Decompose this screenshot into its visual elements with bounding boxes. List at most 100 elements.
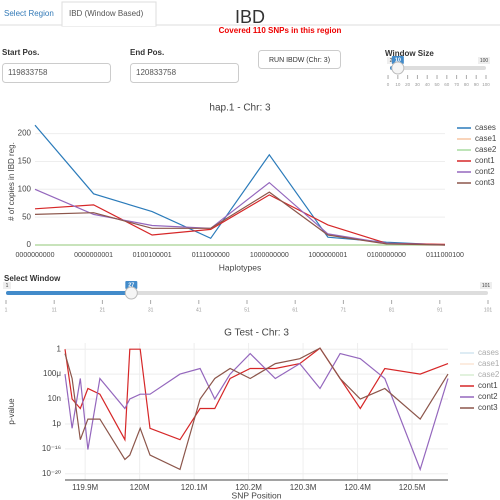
y-axis-title: p-value: [7, 398, 16, 425]
series-line: [34, 194, 446, 245]
slider-tick-label: 100: [482, 82, 490, 87]
slider-tick-label: 10: [395, 82, 401, 87]
x-tick-label: 120.1M: [181, 483, 208, 492]
legend-label[interactable]: cases: [475, 123, 496, 132]
button-label: RUN IBDW (Chr: 3): [269, 57, 330, 64]
series-line: [34, 191, 446, 246]
input-value: 120833758: [136, 68, 177, 77]
y-tick-label: 100: [18, 184, 32, 193]
slider-value: 27: [128, 282, 134, 288]
field-label: End Pos.: [130, 48, 164, 57]
slider-tick-label: 91: [437, 307, 443, 313]
x-tick-label: 1000000000: [250, 252, 289, 259]
y-tick-label: 0: [27, 240, 32, 249]
input-value: 119833758: [8, 68, 48, 77]
series-line: [64, 347, 449, 442]
slider-tick-label: 101: [484, 307, 493, 313]
tab[interactable]: IBD (Window Based): [69, 9, 144, 18]
slider-tick-label: 71: [341, 307, 347, 313]
y-tick-label: 1p: [52, 419, 61, 428]
slider-handle[interactable]: [391, 61, 405, 75]
y-tick-label: 200: [18, 129, 32, 138]
legend-label[interactable]: cont2: [475, 167, 495, 176]
legend-label[interactable]: cases: [478, 348, 499, 357]
legend-label[interactable]: cont1: [478, 381, 498, 390]
slider-fill: [6, 291, 132, 295]
y-tick-label: 50: [22, 212, 31, 221]
series-line: [64, 352, 449, 472]
y-tick-label: 150: [18, 157, 32, 166]
x-tick-label: 120.5M: [399, 483, 426, 492]
y-tick-label: 10⁻¹⁶: [42, 444, 61, 453]
legend-label[interactable]: case2: [478, 370, 500, 379]
slider-value-box: [125, 281, 138, 289]
y-tick-label: 100μ: [43, 369, 61, 378]
slider-max: 100: [480, 58, 489, 64]
legend-label[interactable]: case1: [478, 359, 500, 368]
x-tick-label: 120.2M: [235, 483, 262, 492]
slider-tick-label: 31: [148, 307, 154, 313]
slider-min: 1: [6, 283, 9, 289]
input[interactable]: [2, 63, 111, 83]
y-tick-label: 10⁻²⁰: [42, 469, 61, 478]
slider-tick-label: 1: [5, 307, 8, 313]
slider-tick-label: 11: [52, 307, 57, 313]
chart-title: G Test - Chr: 3: [224, 328, 289, 339]
x-tick-label: 119.9M: [72, 483, 98, 492]
y-tick-label: 1: [57, 344, 62, 353]
slider-max: 101: [482, 283, 491, 289]
slider-tick-label: 50: [435, 82, 441, 87]
x-tick-label: 0100100001: [133, 252, 172, 259]
x-tick-label: 120M: [130, 483, 150, 492]
subtitle: Covered 110 SNPs in this region: [219, 26, 342, 35]
slider-handle[interactable]: [124, 286, 138, 300]
slider-min: 2: [390, 58, 393, 64]
slider-tick-label: 20: [405, 82, 411, 87]
slider-label: Window Size: [385, 49, 434, 58]
legend-label[interactable]: cont1: [475, 156, 495, 165]
legend-label[interactable]: cont2: [478, 392, 498, 401]
x-tick-label: 120.4M: [344, 483, 371, 492]
slider-tick-label: 90: [474, 82, 480, 87]
slider-tick-label: 81: [389, 307, 395, 313]
slider-tick-label: 60: [444, 82, 450, 87]
slider-label: Select Window: [4, 274, 61, 283]
y-axis-title: # of copies in IBD reg.: [7, 142, 16, 221]
series-line: [34, 124, 446, 246]
slider-tick-label: 80: [464, 82, 470, 87]
slider-max-box: [480, 282, 492, 289]
slider-min-box: [3, 282, 11, 289]
page-title: IBD: [235, 7, 265, 27]
slider-tick-label: 0: [387, 82, 390, 87]
x-tick-label: 0100000000: [367, 252, 406, 259]
slider-tick-label: 61: [292, 307, 298, 313]
slider-value: 10: [395, 57, 401, 63]
slider-tick-label: 40: [425, 82, 431, 87]
legend-label[interactable]: case2: [475, 145, 497, 154]
legend-label[interactable]: case1: [475, 134, 497, 143]
x-axis-title: Haplotypes: [219, 262, 262, 272]
slider-track[interactable]: [390, 66, 486, 70]
series-line: [34, 181, 446, 246]
tab[interactable]: Select Region: [4, 9, 54, 18]
x-tick-label: 0000000000: [16, 252, 55, 259]
slider-max-box: [478, 57, 490, 64]
y-tick-label: 10n: [48, 394, 61, 403]
legend-label[interactable]: cont3: [478, 403, 498, 412]
legend-label[interactable]: cont3: [475, 178, 495, 187]
field-label: Start Pos.: [2, 48, 39, 57]
slider-value-box: [391, 56, 404, 64]
slider-tick-label: 51: [244, 307, 250, 313]
slider-tick-label: 30: [415, 82, 421, 87]
input[interactable]: [130, 63, 239, 83]
series-line: [64, 347, 449, 471]
slider-tick-label: 41: [196, 307, 202, 313]
slider-min-box: [387, 57, 395, 64]
x-tick-label: 0111000100: [426, 252, 464, 259]
slider-tick-label: 70: [454, 82, 460, 87]
button[interactable]: [258, 50, 341, 69]
x-axis-title: SNP Position: [232, 490, 282, 500]
chart-title: hap.1 - Chr: 3: [209, 103, 271, 114]
x-tick-label: 120.3M: [290, 483, 317, 492]
